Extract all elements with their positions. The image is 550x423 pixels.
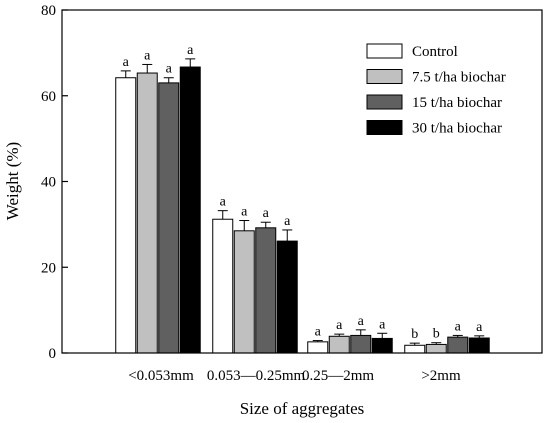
legend-label: 7.5 t/ha biochar xyxy=(412,70,506,86)
x-tick-label: 0.25—2mm xyxy=(302,368,374,384)
bar xyxy=(350,334,372,354)
legend: Control 7.5 t/ha biochar 15 t/ha biochar 30… xyxy=(366,43,506,137)
significance-letter: a xyxy=(263,206,270,221)
x-tick-label: >2mm xyxy=(421,368,461,384)
significance-letter: a xyxy=(144,48,151,63)
significance-letter: a xyxy=(284,214,291,229)
bar xyxy=(158,82,180,354)
legend-label: 30 t/ha biochar xyxy=(412,121,502,137)
significance-letter: b xyxy=(411,327,418,342)
legend-label: Control xyxy=(412,44,458,60)
significance-letter: a xyxy=(123,55,130,70)
significance-letter: a xyxy=(241,205,248,220)
significance-letter: a xyxy=(358,314,365,329)
y-tick-label: 20 xyxy=(41,260,56,276)
legend-swatch xyxy=(366,43,403,59)
y-tick-label: 0 xyxy=(49,346,57,362)
bar xyxy=(447,336,469,354)
bar xyxy=(233,230,255,354)
legend-swatch xyxy=(366,120,403,135)
y-tick-label: 80 xyxy=(41,3,56,19)
significance-letter: a xyxy=(455,319,462,334)
bar xyxy=(255,227,277,354)
y-axis-ticks: 0 20 40 60 80 xyxy=(41,3,68,362)
legend-swatch xyxy=(366,94,403,110)
significance-letter: a xyxy=(166,62,173,77)
significance-letter: a xyxy=(476,320,483,335)
legend-swatch xyxy=(366,69,403,84)
bar xyxy=(404,344,426,354)
bar xyxy=(468,337,490,354)
significance-letter: a xyxy=(187,43,194,58)
significance-letter: a xyxy=(220,195,227,210)
x-tick-label: <0.053mm xyxy=(128,368,194,384)
bar xyxy=(425,343,447,354)
bar xyxy=(371,337,393,354)
bar xyxy=(328,335,350,354)
bar xyxy=(136,72,158,354)
x-axis-title: Size of aggregates xyxy=(240,399,365,418)
significance-letter: a xyxy=(315,325,322,340)
bar xyxy=(212,218,234,354)
significance-letter: a xyxy=(379,317,386,332)
x-tick-label: 0.053—0.25mm xyxy=(207,368,306,384)
bar xyxy=(307,341,329,354)
y-tick-label: 60 xyxy=(41,89,56,105)
legend-label: 15 t/ha biochar xyxy=(412,95,502,111)
significance-letter: a xyxy=(336,318,343,333)
bar xyxy=(179,66,201,354)
significance-letter: b xyxy=(433,327,440,342)
y-tick-label: 40 xyxy=(41,175,56,191)
y-axis-title: Weight (%) xyxy=(3,142,22,220)
bar xyxy=(115,77,137,354)
bar xyxy=(276,240,298,354)
